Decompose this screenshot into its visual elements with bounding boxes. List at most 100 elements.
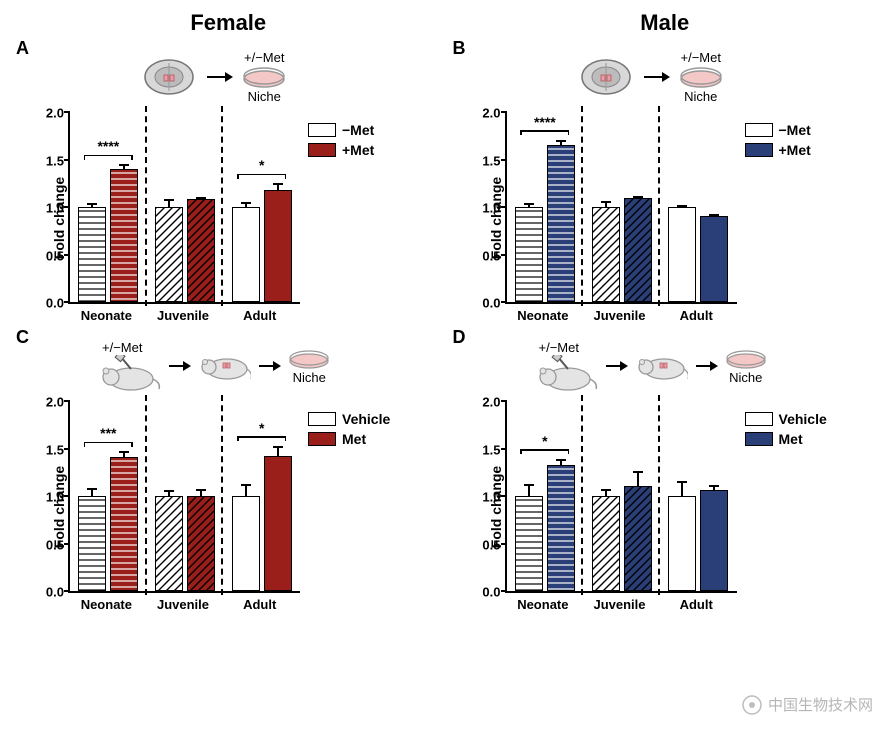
legend-item: Vehicle <box>308 411 390 427</box>
niche-label: Niche <box>684 89 717 104</box>
bar-rect <box>110 457 138 591</box>
mouse-inject-icon <box>534 355 598 393</box>
plot-area: 0.0 0.5 1.0 1.5 2.0 <box>68 112 300 304</box>
bar <box>232 496 260 591</box>
legend-item: +Met <box>308 142 374 158</box>
bar-rect <box>668 496 696 591</box>
chart: Fold change 0.0 0.5 1.0 1.5 2.0 <box>463 401 737 612</box>
bar <box>78 496 106 591</box>
bar <box>110 457 138 591</box>
brain-icon <box>578 55 634 99</box>
brain-icon <box>141 55 197 99</box>
group-juvenile <box>147 401 224 591</box>
bar <box>232 207 260 302</box>
met-label: +/−Met <box>244 50 284 65</box>
group-adult <box>660 401 737 591</box>
bar-rect <box>264 456 292 591</box>
met-label: +/−Met <box>102 340 142 355</box>
bar <box>700 490 728 591</box>
dish-icon <box>241 65 287 89</box>
panel-label: D <box>453 327 466 348</box>
bar-rect <box>78 207 106 302</box>
plot-area: 0.0 0.5 1.0 1.5 2.0 <box>68 401 300 593</box>
bar-rect <box>187 199 215 302</box>
niche-label: Niche <box>248 89 281 104</box>
bar-rect <box>700 216 728 302</box>
bar <box>515 207 543 302</box>
group-juvenile <box>147 112 224 302</box>
col-title-female: Female <box>10 10 447 38</box>
bar-rect <box>110 169 138 302</box>
niche-label: Niche <box>293 370 326 385</box>
plot-area: 0.0 0.5 1.0 1.5 2.0 <box>505 112 737 304</box>
legend-item: +Met <box>745 142 811 158</box>
met-label: +/−Met <box>539 340 579 355</box>
bar <box>700 216 728 302</box>
bar-rect <box>155 496 183 591</box>
legend: −Met +Met <box>308 122 374 158</box>
bar-rect <box>232 496 260 591</box>
xlabel: Juvenile <box>581 304 658 323</box>
bar-rect <box>592 496 620 591</box>
yaxis-label: Fold change <box>488 176 504 258</box>
panel-label: B <box>453 38 466 59</box>
dish-icon <box>287 348 331 370</box>
schematic: +/−Met <box>423 331 880 401</box>
bar-rect <box>264 190 292 302</box>
legend-item: Met <box>308 431 390 447</box>
bar-rect <box>155 207 183 302</box>
panel-b: B +/−Met Niche Fold change 0.0 <box>447 38 884 327</box>
panel-label: C <box>16 327 29 348</box>
panel-label: A <box>16 38 29 59</box>
legend: Vehicle Met <box>308 411 390 447</box>
xlabel: Juvenile <box>145 304 222 323</box>
bar <box>110 169 138 302</box>
panel-a: A +/−Met Niche Fold change 0.0 <box>10 38 447 327</box>
legend-item: Met <box>745 431 827 447</box>
xlabel: Neonate <box>68 593 145 612</box>
arrow-icon <box>642 69 670 85</box>
group-neonate: *** <box>70 401 147 591</box>
dish-icon <box>724 348 768 370</box>
bar-rect <box>624 198 652 302</box>
bar <box>187 199 215 302</box>
arrow-icon <box>167 359 191 373</box>
arrow-icon <box>257 359 281 373</box>
bar <box>592 207 620 302</box>
legend: Vehicle Met <box>745 411 827 447</box>
dish-icon <box>678 65 724 89</box>
xlabel: Neonate <box>68 304 145 323</box>
bar-rect <box>668 207 696 302</box>
yaxis-label: Fold change <box>51 176 67 258</box>
xlabel: Neonate <box>505 304 582 323</box>
legend: −Met +Met <box>745 122 811 158</box>
arrow-icon <box>604 359 628 373</box>
group-neonate: **** <box>70 112 147 302</box>
figure: Female Male A +/−Met Niche Fold chan <box>10 10 883 616</box>
legend-item: −Met <box>308 122 374 138</box>
yaxis-label: Fold change <box>488 465 504 547</box>
legend-item: Vehicle <box>745 411 827 427</box>
bar-rect <box>78 496 106 591</box>
bar-rect <box>187 496 215 591</box>
xlabel: Adult <box>658 593 735 612</box>
mouse-inject-icon <box>97 355 161 393</box>
met-label: +/−Met <box>681 50 721 65</box>
bar <box>515 496 543 591</box>
niche-label: Niche <box>729 370 762 385</box>
mouse-brain-icon <box>634 349 688 383</box>
xlabel: Adult <box>658 304 735 323</box>
plot-area: 0.0 0.5 1.0 1.5 2.0 <box>505 401 737 593</box>
watermark: 中国生物技术网 <box>742 694 873 715</box>
group-adult: * <box>223 401 300 591</box>
schematic: +/−Met Niche <box>423 42 880 112</box>
bar <box>264 456 292 591</box>
bar-rect <box>547 465 575 591</box>
chart: Fold change 0.0 0.5 1.0 1.5 2.0 <box>26 112 300 323</box>
watermark-text: 中国生物技术网 <box>768 694 873 715</box>
panel-c: C +/−Met <box>10 327 447 616</box>
bar <box>624 486 652 591</box>
schematic: +/−Met <box>0 331 443 401</box>
bar <box>592 496 620 591</box>
col-title-male: Male <box>447 10 884 38</box>
